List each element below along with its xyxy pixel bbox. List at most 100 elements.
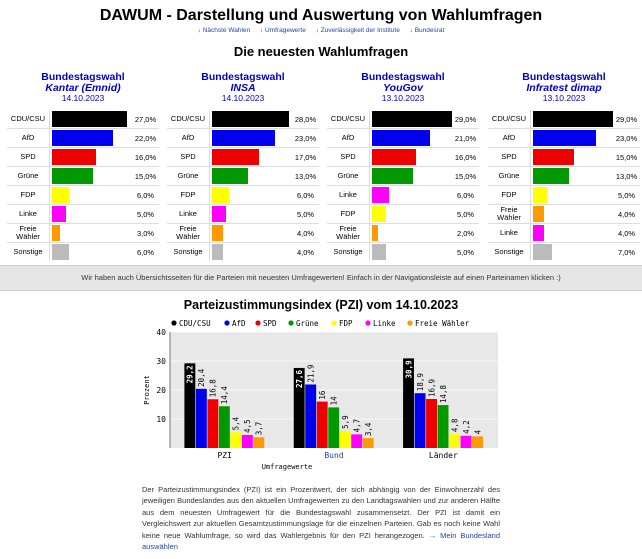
party-name[interactable]: Freie Wähler (488, 205, 531, 223)
poll-date: 13.10.2023 (381, 93, 425, 103)
party-name[interactable]: Sonstige (488, 243, 531, 261)
party-name[interactable]: FDP (327, 205, 370, 223)
bar (195, 388, 207, 448)
party-name[interactable]: SPD (7, 148, 50, 166)
poll-panel: Bundestagswahl Infratest dimap 13.10.2023 C… (488, 72, 640, 261)
bar-cell (533, 187, 613, 203)
poll-header[interactable]: Bundestagswahl Kantar (Emnid) 14.10.2023 (7, 72, 159, 103)
party-name[interactable]: SPD (488, 148, 531, 166)
party-name[interactable]: Grüne (7, 167, 50, 185)
bar-value-label: 14,8 (439, 385, 448, 404)
nav-link-bundesrat[interactable]: ↓ Bundesrat (409, 27, 445, 34)
poll-header[interactable]: Bundestagswahl Infratest dimap 13.10.2023 (488, 72, 640, 103)
party-bar (533, 149, 575, 165)
party-bar (533, 225, 544, 241)
bar (241, 434, 253, 448)
poll-institute: YouGov (383, 82, 423, 94)
party-bar (52, 149, 97, 165)
party-value: 3,0% (136, 228, 155, 238)
party-name[interactable]: Grüne (327, 167, 370, 185)
party-value: 6,0% (136, 247, 155, 257)
party-name[interactable]: Linke (327, 186, 370, 204)
party-name[interactable]: AfD (167, 129, 210, 147)
legend-label: CDU/CSU (179, 319, 211, 328)
party-name[interactable]: CDU/CSU (7, 110, 50, 128)
bar-value-label: 3,7 (255, 422, 264, 436)
bar-cell (533, 111, 613, 127)
party-name[interactable]: Sonstige (7, 243, 50, 261)
party-bar (533, 111, 613, 127)
legend-swatch (288, 320, 294, 326)
party-name[interactable]: SPD (167, 148, 210, 166)
nav-link-next-elections[interactable]: ↓ Nächste Wahlen (197, 27, 251, 34)
party-name[interactable]: Sonstige (167, 243, 210, 261)
poll-row: AfD 23,0% (488, 128, 640, 147)
poll-row: AfD 21,0% (327, 128, 479, 147)
poll-header[interactable]: Bundestagswahl INSA 14.10.2023 (167, 72, 319, 103)
party-name[interactable]: SPD (327, 148, 370, 166)
bar (403, 358, 414, 448)
poll-row: Grüne 15,0% (327, 166, 479, 185)
party-name[interactable]: FDP (7, 186, 50, 204)
party-name[interactable]: Grüne (488, 167, 531, 185)
party-value: 21,0% (454, 133, 477, 143)
party-name[interactable]: Sonstige (327, 243, 370, 261)
party-name[interactable]: CDU/CSU (167, 110, 210, 128)
party-bar (372, 206, 386, 222)
party-name[interactable]: AfD (327, 129, 370, 147)
poll-row: CDU/CSU 29,0% (488, 110, 640, 128)
poll-panel: Bundestagswahl INSA 14.10.2023 CDU/CSU 28,0%… (167, 72, 319, 261)
poll-row: Linke 5,0% (167, 204, 319, 223)
party-bar (212, 244, 223, 260)
poll-table: CDU/CSU 29,0% AfD 21,0% SPD 16,0% Grüne 15,0% Li… (327, 110, 479, 261)
bar-value-label: 4,5 (243, 419, 252, 433)
party-value: 6,0% (456, 190, 475, 200)
poll-header[interactable]: Bundestagswahl YouGov 13.10.2023 (327, 72, 479, 103)
party-bar (372, 130, 430, 146)
bar-cell (212, 149, 292, 165)
legend-swatch (255, 320, 261, 326)
x-tick-label[interactable]: Bund (324, 451, 343, 460)
party-name[interactable]: Freie Wähler (327, 224, 370, 242)
poll-row: Linke 5,0% (7, 204, 159, 223)
nav-link-institute-reliability[interactable]: ↓ Zuverlässigkeit der Institute (315, 27, 400, 34)
bar-value-label: 4 (473, 429, 482, 434)
party-name[interactable]: Freie Wähler (7, 224, 50, 242)
poll-panel: Bundestagswahl Kantar (Emnid) 14.10.2023 CD… (7, 72, 159, 261)
choose-state-link[interactable]: → Mein Bundesland auswählen (142, 530, 500, 552)
party-bar (372, 244, 386, 260)
bar-cell (533, 244, 613, 260)
bar-cell (372, 111, 452, 127)
party-name[interactable]: FDP (167, 186, 210, 204)
party-name[interactable]: Grüne (167, 167, 210, 185)
party-name[interactable]: Freie Wähler (167, 224, 210, 242)
poll-election: Bundestagswahl (361, 71, 445, 83)
legend-swatch (407, 320, 413, 326)
party-bar (212, 111, 290, 127)
party-name[interactable]: CDU/CSU (488, 110, 531, 128)
poll-institute: Kantar (Emnid) (45, 82, 121, 94)
party-value: 29,0% (454, 114, 477, 124)
poll-table: CDU/CSU 29,0% AfD 23,0% SPD 15,0% Grüne 13,0% FD… (488, 110, 640, 261)
poll-row: AfD 23,0% (167, 128, 319, 147)
party-value: 15,0% (134, 171, 157, 181)
bar-cell (372, 168, 452, 184)
party-value: 23,0% (615, 133, 638, 143)
bar (293, 367, 305, 448)
nav-link-poll-values[interactable]: ↓ Umfragewerte (259, 27, 306, 34)
party-name[interactable]: AfD (7, 129, 50, 147)
poll-row: Freie Wähler 3,0% (7, 223, 159, 242)
poll-row: Freie Wähler 4,0% (488, 204, 640, 223)
party-name[interactable]: AfD (488, 129, 531, 147)
poll-row: Grüne 13,0% (167, 166, 319, 185)
poll-institute: INSA (230, 82, 256, 94)
party-name[interactable]: FDP (488, 186, 531, 204)
party-name[interactable]: CDU/CSU (327, 110, 370, 128)
party-value: 7,0% (617, 247, 636, 257)
bar-cell (52, 149, 132, 165)
party-bar (52, 111, 127, 127)
party-name[interactable]: Linke (7, 205, 50, 223)
party-name[interactable]: Linke (488, 224, 531, 242)
party-name[interactable]: Linke (167, 205, 210, 223)
bar-cell (533, 168, 613, 184)
